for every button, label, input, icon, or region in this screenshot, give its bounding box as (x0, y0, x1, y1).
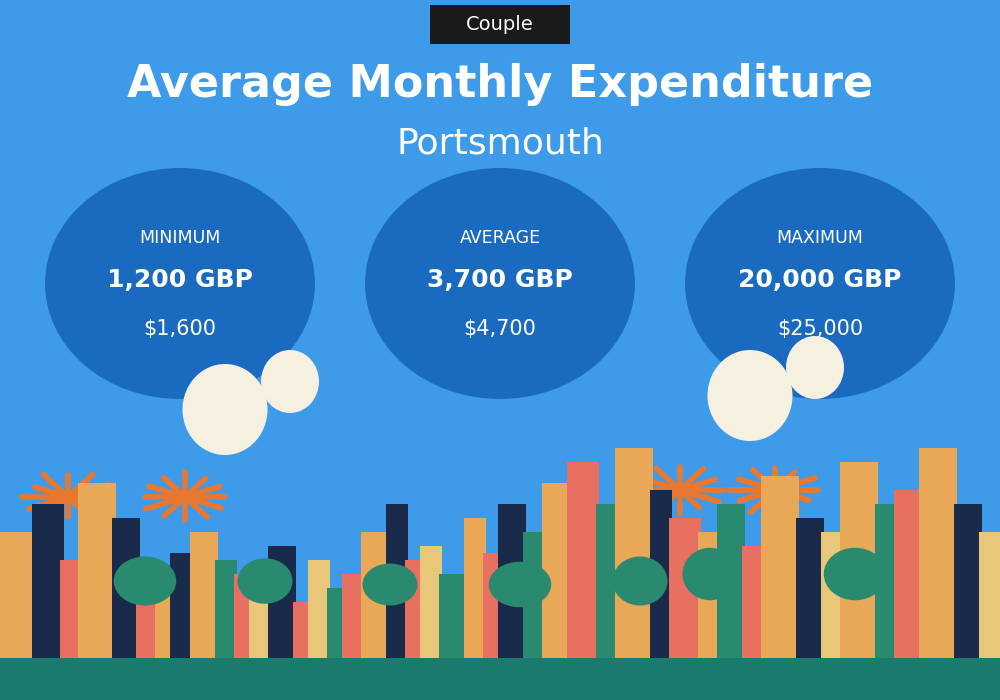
Bar (136, 574, 158, 658)
Bar (308, 560, 330, 658)
Text: AVERAGE: AVERAGE (459, 229, 541, 247)
Bar (342, 574, 364, 658)
Bar (215, 560, 237, 658)
Bar (170, 553, 192, 658)
Bar (0, 658, 1000, 700)
Text: $1,600: $1,600 (144, 319, 216, 339)
Bar (361, 532, 389, 658)
Bar (742, 546, 764, 658)
Text: $4,700: $4,700 (464, 319, 536, 339)
Bar (840, 462, 878, 658)
Ellipse shape (365, 168, 635, 399)
Ellipse shape (362, 564, 418, 606)
Bar (954, 504, 982, 658)
Bar (420, 546, 442, 658)
Bar (78, 483, 116, 658)
Text: Average Monthly Expenditure: Average Monthly Expenditure (127, 62, 873, 106)
Bar (919, 448, 957, 658)
Bar (155, 588, 173, 658)
Ellipse shape (685, 168, 955, 399)
Bar (796, 518, 824, 658)
Bar (717, 504, 745, 658)
Bar (190, 532, 218, 658)
Bar (293, 602, 311, 658)
Bar (386, 504, 408, 658)
Ellipse shape (682, 547, 738, 601)
Bar (567, 462, 599, 658)
Ellipse shape (708, 350, 792, 441)
Ellipse shape (612, 556, 668, 606)
Text: 🇬🇧: 🇬🇧 (468, 174, 532, 225)
Bar (542, 483, 570, 658)
Bar (698, 532, 720, 658)
Bar (894, 490, 922, 658)
Text: 1,200 GBP: 1,200 GBP (107, 268, 253, 292)
Bar (669, 518, 701, 658)
Bar (32, 504, 64, 658)
Bar (0, 532, 35, 658)
Bar (498, 504, 526, 658)
Bar (650, 490, 672, 658)
Bar (327, 588, 345, 658)
Ellipse shape (182, 364, 268, 455)
Text: MINIMUM: MINIMUM (139, 229, 221, 247)
Bar (405, 560, 423, 658)
Text: MAXIMUM: MAXIMUM (777, 229, 863, 247)
Text: Couple: Couple (466, 15, 534, 34)
FancyBboxPatch shape (430, 5, 570, 43)
Bar (439, 574, 467, 658)
Ellipse shape (786, 336, 844, 399)
Text: 3,700 GBP: 3,700 GBP (427, 268, 573, 292)
Bar (464, 518, 486, 658)
Ellipse shape (261, 350, 319, 413)
Text: $25,000: $25,000 (777, 319, 863, 339)
Bar (615, 448, 653, 658)
Text: 20,000 GBP: 20,000 GBP (738, 268, 902, 292)
Bar (483, 553, 501, 658)
Ellipse shape (45, 168, 315, 399)
Bar (875, 504, 897, 658)
Ellipse shape (114, 556, 176, 606)
Bar (112, 518, 140, 658)
Text: Portsmouth: Portsmouth (396, 127, 604, 160)
Ellipse shape (238, 559, 292, 603)
Bar (60, 560, 82, 658)
Ellipse shape (489, 561, 551, 607)
Bar (979, 532, 1000, 658)
Ellipse shape (824, 547, 886, 601)
Bar (761, 476, 799, 658)
Bar (821, 532, 843, 658)
Bar (268, 546, 296, 658)
Bar (249, 588, 271, 658)
Bar (596, 504, 618, 658)
Bar (234, 574, 252, 658)
Bar (523, 532, 545, 658)
